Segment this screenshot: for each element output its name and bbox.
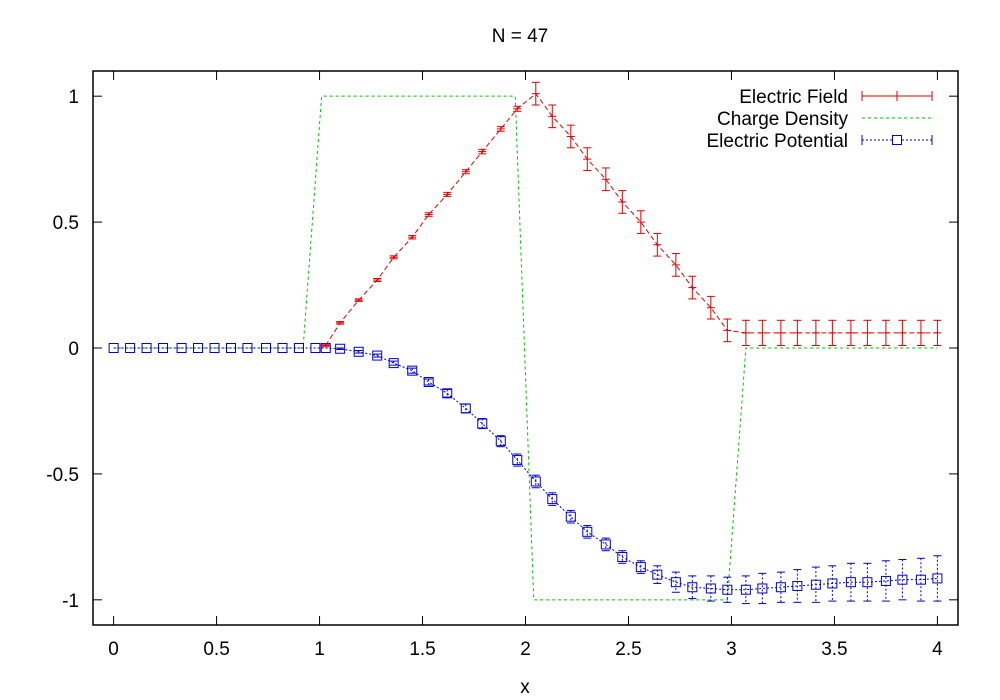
electric-potential-point	[617, 552, 628, 563]
electric-potential-point	[495, 436, 506, 447]
electric-potential-point	[310, 343, 321, 353]
x-tick-label: 2	[520, 639, 531, 660]
electric-potential-point	[670, 577, 681, 588]
electric-potential-point	[862, 577, 873, 588]
y-tick-label: 0.5	[53, 213, 79, 234]
electric-potential-point	[125, 343, 136, 353]
electric-potential-point	[512, 455, 523, 466]
electric-potential-point	[477, 418, 488, 429]
electric-field-line	[325, 92, 938, 346]
electric-potential-point	[320, 343, 331, 353]
electric-potential-point	[582, 526, 593, 537]
y-tick-label: 0	[68, 339, 79, 360]
electric-potential-point	[388, 358, 399, 369]
electric-potential-line	[113, 347, 938, 591]
electric-potential-point	[652, 569, 663, 580]
electric-potential-point	[141, 343, 152, 353]
x-tick-label: 0	[108, 639, 119, 660]
electric-potential-point	[757, 583, 768, 594]
electric-potential-point	[880, 575, 891, 586]
y-tick-label: 1	[68, 87, 79, 108]
legend-label: Electric Potential	[706, 131, 848, 152]
x-tick-label: 2.5	[615, 639, 641, 660]
tick-labels: 0 0.5 1 1.5 2 2.5 3 3.5 4 -1 -0.5 0 0.5 1	[46, 87, 943, 660]
electric-potential-point	[407, 365, 418, 376]
electric-potential-point	[442, 388, 453, 399]
electric-potential-point	[705, 583, 716, 594]
electric-potential-point	[293, 343, 304, 353]
electric-potential-point	[687, 582, 698, 593]
electric-potential-point	[108, 343, 119, 353]
electric-potential-point	[242, 343, 253, 353]
x-tick-label: 4	[932, 639, 943, 660]
electric-potential-point	[845, 577, 856, 588]
axis-ticks	[93, 71, 958, 625]
electric-potential-point	[353, 346, 364, 357]
x-tick-label: 3.5	[821, 639, 847, 660]
electric-potential-point	[335, 343, 346, 354]
electric-potential-point	[225, 343, 236, 353]
electric-potential-point	[530, 476, 541, 487]
electric-potential-point	[547, 494, 558, 505]
charge-density-line	[113, 95, 938, 601]
electric-potential-point	[209, 343, 220, 353]
chart-title: N = 47	[492, 26, 549, 47]
electric-potential-point	[176, 343, 187, 353]
electric-potential-point	[897, 574, 908, 585]
series-layer	[108, 81, 943, 605]
electric-potential-point	[810, 579, 821, 590]
legend-label: Electric Field	[739, 87, 848, 108]
electric-potential-point	[775, 582, 786, 593]
electric-potential-point	[740, 584, 751, 595]
x-axis-label: x	[520, 677, 530, 698]
electric-potential-point	[460, 403, 471, 414]
x-tick-label: 1	[314, 639, 325, 660]
electric-potential-point	[372, 350, 383, 361]
x-tick-label: 0.5	[203, 639, 229, 660]
x-tick-label: 3	[726, 639, 737, 660]
electric-potential-point	[423, 376, 434, 387]
y-tick-label: -0.5	[46, 465, 79, 486]
electric-potential-point	[827, 578, 838, 589]
legend-swatch-marker	[892, 135, 902, 145]
electric-potential-point	[932, 573, 943, 584]
x-tick-label: 1.5	[409, 639, 435, 660]
electric-potential-point	[635, 562, 646, 573]
electric-potential-point	[915, 574, 926, 585]
electric-potential-point	[193, 343, 204, 353]
y-tick-label: -1	[62, 591, 79, 612]
electric-potential-point	[565, 511, 576, 522]
electric-potential-point	[158, 343, 169, 353]
electric-potential-point	[722, 584, 733, 595]
legend-label: Charge Density	[717, 109, 848, 130]
plot-frame	[92, 70, 959, 626]
electric-potential-point	[261, 343, 271, 353]
electric-potential-point	[600, 539, 611, 550]
electric-potential-point	[277, 343, 288, 353]
electric-potential-point	[792, 580, 803, 591]
